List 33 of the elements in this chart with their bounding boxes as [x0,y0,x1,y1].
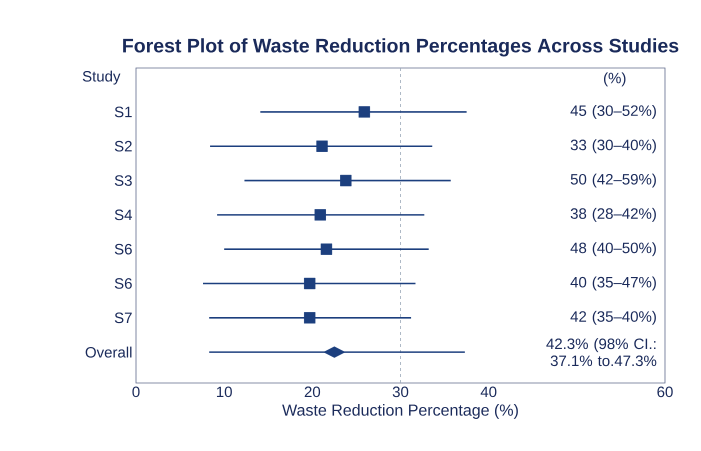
y-tick-label: Overall [86,346,132,358]
y-tick-label: S3 [114,175,132,186]
x-tick-label: 40 [480,386,496,398]
x-tick-label: 0 [132,386,140,398]
y-tick-label: S2 [114,140,132,152]
point [316,140,328,152]
chart-title: Forest Plot of Waste Reduction Percentages Across Studies [123,38,678,56]
y-tick-label: S6 [114,278,132,289]
point [304,312,316,324]
point [314,209,326,221]
text: Study [82,70,120,85]
annotation: 48 (40–50%) [570,242,656,256]
point [358,106,370,118]
x-tick-label: 20 [304,386,320,398]
x-tick-label: 60 [657,386,673,398]
annotation: 40 (35–47%) [570,276,656,290]
y-tick-label: S7 [114,312,132,324]
point [320,243,332,255]
point [304,278,316,290]
y-tick-label: S1 [114,106,132,118]
annotation: 45 (30–52%) [570,104,656,119]
annotation: 42.3% (98% CI.: 37.1% to.47.3% [546,338,656,366]
point [340,174,352,186]
annotation: (%) [604,72,626,86]
y-tick-label: S6 [114,244,132,254]
x-tick-label: 30 [392,386,408,398]
annotation: 38 (28–42%) [570,208,656,222]
annotation: 42 (35–40%) [570,310,656,325]
y-tick-label: S4 [114,210,132,220]
x-axis-title: Waste Reduction Percentage (%) [282,404,518,419]
x-tick-label: 10 [216,386,232,398]
annotation: 33 (30–40%) [570,139,656,154]
annotation: 50 (42–59%) [570,174,656,188]
